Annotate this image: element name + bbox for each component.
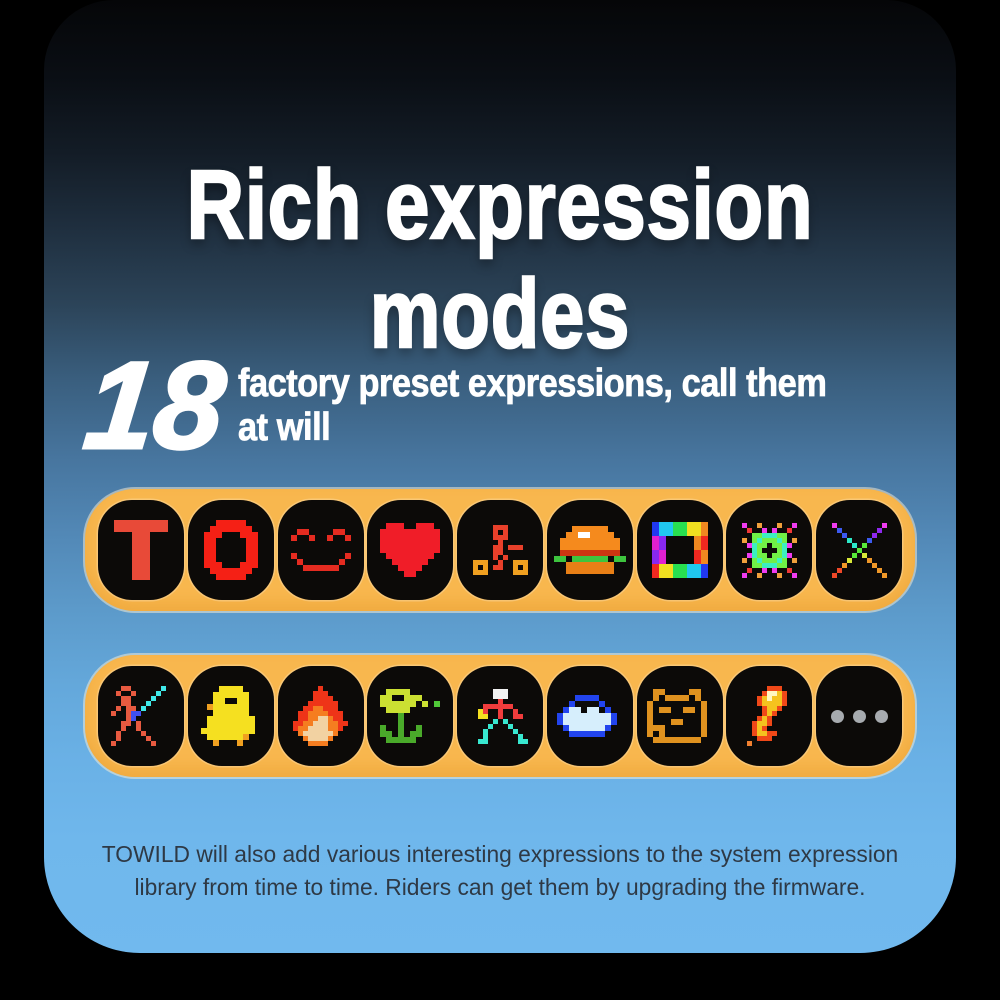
rainbow-ring-icon xyxy=(651,522,708,578)
ellipsis-dot xyxy=(830,709,844,723)
footer-note-line-1: TOWILD will also add various interesting… xyxy=(101,841,899,867)
hamburger-icon xyxy=(553,526,626,574)
preset-expressions-bar-2 xyxy=(85,655,915,777)
runner-icon xyxy=(472,688,528,744)
comet-icon xyxy=(741,686,797,746)
expression-tile-sword-fighter xyxy=(98,666,184,766)
expression-tile-duck xyxy=(187,666,274,766)
sword-fighter-icon xyxy=(111,686,171,746)
expression-tile-cyclist xyxy=(457,500,543,600)
more-ellipsis-icon xyxy=(830,709,888,723)
title-line-1: Rich expression xyxy=(186,149,814,260)
flame-icon xyxy=(293,686,348,746)
preset-expressions-bar-1 xyxy=(85,489,915,611)
expression-tile-hamburger xyxy=(546,500,633,600)
expression-tile-letter-o xyxy=(187,500,274,600)
expression-tile-flower-shooter xyxy=(367,666,454,766)
heart-icon xyxy=(380,523,441,577)
cyclist-icon xyxy=(472,525,528,575)
expression-tile-comet xyxy=(726,666,813,766)
expression-tile-heart xyxy=(367,500,454,600)
expression-tile-ufo xyxy=(546,666,633,766)
stat-description-line-2: at will xyxy=(237,406,331,450)
cat-face-icon xyxy=(646,689,713,743)
kaleidoscope-icon xyxy=(741,522,797,578)
letter-t-icon xyxy=(114,520,168,580)
ellipsis-dot xyxy=(874,709,888,723)
stat-number: 18 xyxy=(77,336,232,477)
duck-icon xyxy=(200,686,261,746)
gradient-panel xyxy=(44,0,956,953)
footer-note-line-2: library from time to time. Riders can ge… xyxy=(134,873,866,900)
letter-o-icon xyxy=(203,520,258,580)
expression-tile-sparkle-x xyxy=(816,500,902,600)
expression-tile-runner xyxy=(457,666,543,766)
title-line-2: modes xyxy=(369,258,631,369)
expression-tile-smiley-face xyxy=(277,500,364,600)
expression-tile-rainbow-ring xyxy=(636,500,723,600)
ufo-icon xyxy=(556,695,623,737)
expression-tile-kaleidoscope xyxy=(726,500,813,600)
smiley-face-icon xyxy=(290,529,351,571)
sparkle-x-icon xyxy=(831,522,887,578)
expression-tile-letter-t xyxy=(98,500,184,600)
stat-row: 18 factory preset expressions, call them… xyxy=(77,336,907,477)
expression-tile-cat-face xyxy=(636,666,723,766)
expression-tile-more-ellipsis xyxy=(816,666,902,766)
page-title: Rich expression modes xyxy=(90,149,910,369)
ellipsis-dot xyxy=(852,709,866,723)
flower-shooter-icon xyxy=(374,689,447,743)
expression-bars xyxy=(85,489,915,777)
stat-description: factory preset expressions, call them at… xyxy=(237,361,828,451)
stat-description-line-1: factory preset expressions, call them xyxy=(237,361,828,405)
footer-note: TOWILD will also add various interesting… xyxy=(15,838,985,904)
expression-tile-flame xyxy=(277,666,364,766)
